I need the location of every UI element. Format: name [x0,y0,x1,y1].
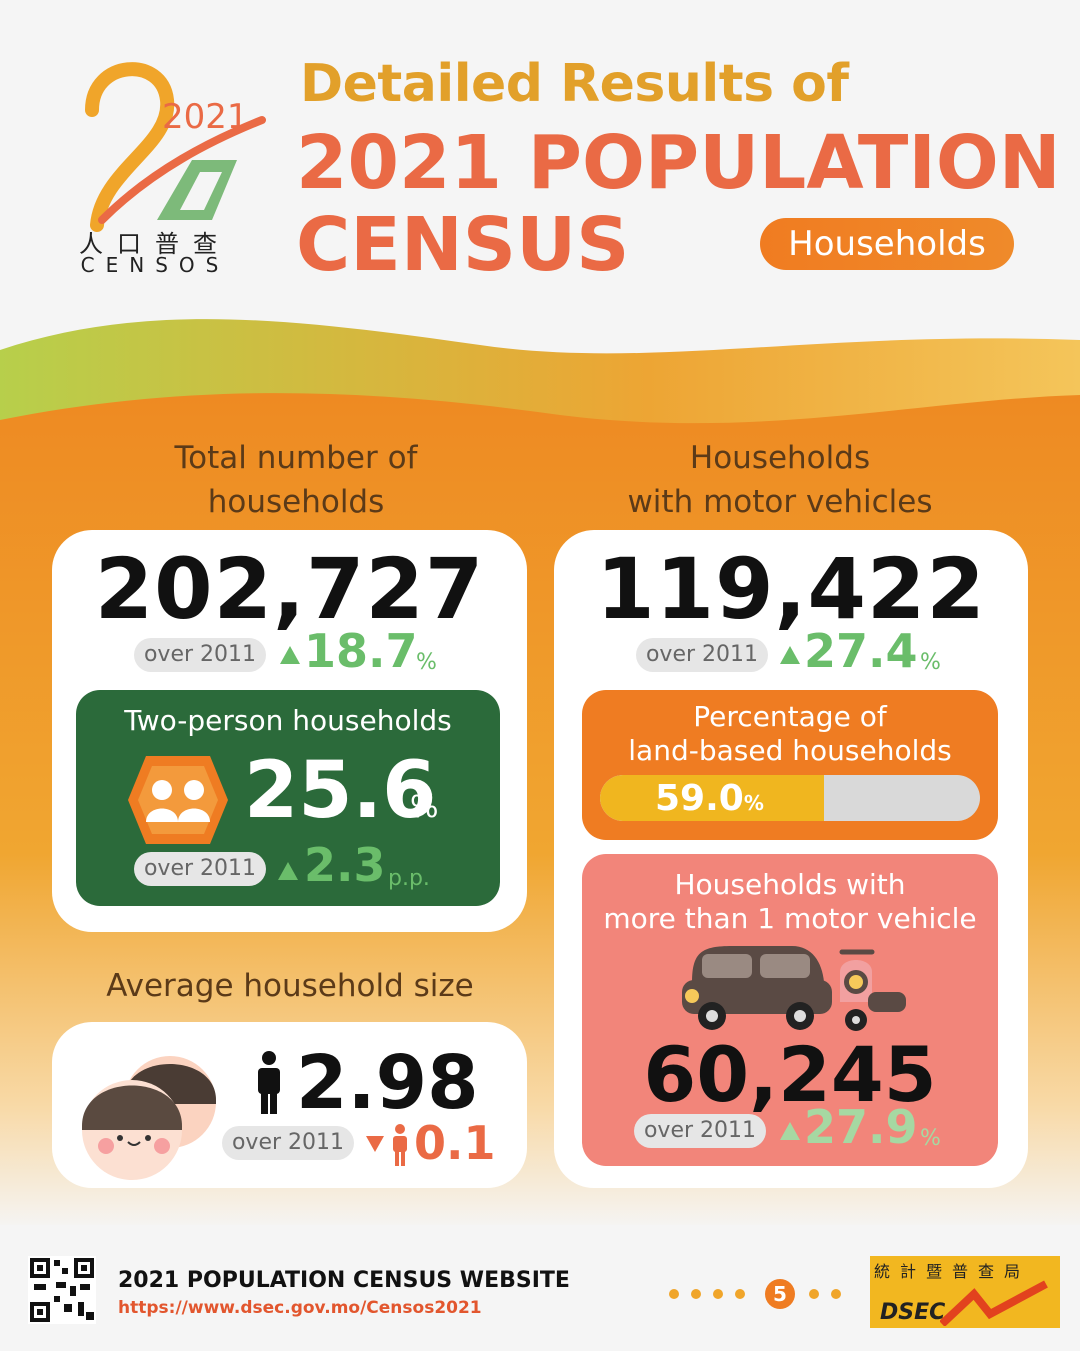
two-person-label: Two-person households [124,704,452,737]
page-title-line1: 2021 POPULATION [296,120,1061,206]
logo-text-en: CENSOS [80,253,230,277]
family-faces-icon [82,1056,216,1180]
two-people-icon [128,756,228,844]
page-title-line2: CENSUS [296,202,630,288]
two-person-value: 25.6 [244,746,437,836]
vehicles-change-unit: % [920,650,941,675]
two-person-change-value: 2.3 [304,838,386,892]
multi-vehicle-change-value: 27.9 [804,1100,918,1154]
qr-code-icon[interactable] [28,1256,96,1324]
land-based-label: Percentage of land-based households [628,700,952,767]
land-based-value: 59.0% [655,778,764,819]
logo-text-cn: 人口普查 [79,230,231,258]
two-person-change-unit: p.p. [388,866,430,891]
multi-vehicle-change-unit: % [920,1126,941,1151]
vehicles-change-value: 27.4 [804,624,918,678]
total-change-value: 18.7 [304,624,418,678]
page-indicator: 5 [669,1279,841,1309]
land-based-progress-fill [600,775,825,821]
land-based-progress-bar [600,775,980,821]
multi-vehicle-value: 60,245 [643,1030,937,1119]
two-person-unit: % [410,790,439,825]
two-person-compare-label: over 2011 [134,852,266,886]
total-change-unit: % [416,650,437,675]
dsec-zigzag-icon [940,1280,1048,1326]
multi-vehicle-compare-label: over 2011 [634,1114,766,1148]
total-compare-label: over 2011 [134,638,266,672]
up-arrow-icon [278,862,298,880]
total-households-value: 202,727 [94,540,485,638]
motor-vehicles-heading: Households with motor vehicles [627,440,933,520]
car-and-scooter-icon [682,946,906,1031]
page-number: 5 [773,1282,787,1306]
avg-change-value: 0.1 [414,1116,496,1170]
census-logo: 2021 [85,62,266,232]
motor-vehicles-value: 119,422 [596,540,986,638]
topic-badge: Households [760,218,1014,270]
up-arrow-icon [280,646,300,664]
up-arrow-icon [780,1122,800,1140]
website-url-link[interactable]: https://www.dsec.gov.mo/Censos2021 [118,1298,482,1318]
down-arrow-icon [366,1136,384,1152]
total-households-heading: Total number of households [174,440,418,520]
avg-size-heading: Average household size [106,968,474,1004]
avg-compare-label: over 2011 [222,1126,354,1160]
person-icon [258,1051,280,1114]
avg-size-value: 2.98 [296,1040,479,1126]
logo-year: 2021 [162,97,249,137]
dsec-name-en: DSEC [880,1300,946,1325]
vehicles-compare-label: over 2011 [636,638,768,672]
page-subtitle: Detailed Results of [300,54,849,114]
website-title: 2021 POPULATION CENSUS WEBSITE [118,1268,570,1293]
multi-vehicle-label: Households with more than 1 motor vehicl… [603,868,977,935]
dsec-name-cn: 統計暨普查局 [874,1262,1031,1281]
person-icon-small [393,1124,407,1166]
up-arrow-icon [780,646,800,664]
